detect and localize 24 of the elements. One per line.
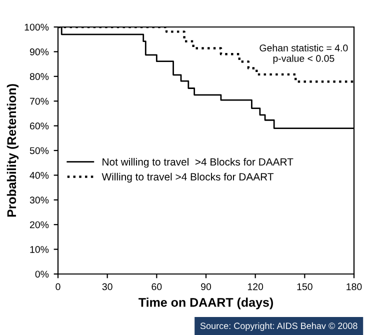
x-tick-label: 180 <box>346 283 362 290</box>
y-tick-label: 70% <box>30 98 49 105</box>
y-tick-label: 50% <box>30 147 49 154</box>
y-tick-label: 0% <box>35 270 49 278</box>
x-tick-label: 30 <box>102 283 112 290</box>
legend-label: Not willing to travel >4 Blocks for DAART <box>102 158 294 168</box>
source-note: Source: Copyright: AIDS Behav © 2008 <box>200 322 358 331</box>
y-tick-label: 100% <box>24 24 49 31</box>
y-tick-label: 80% <box>30 73 49 80</box>
annotation: Gehan statistic = 4.0 p-value < 0.05 <box>260 44 348 64</box>
x-tick-label: 150 <box>297 283 312 290</box>
x-tick-label: 90 <box>201 283 212 290</box>
y-tick-label: 30% <box>30 196 49 204</box>
x-tick-label: 60 <box>152 283 162 290</box>
y-tick-label: 20% <box>30 221 49 228</box>
x-axis-title: Time on DAART (days) <box>138 298 273 310</box>
x-tick-label: 0 <box>56 283 60 290</box>
x-tick-label: 120 <box>248 283 264 290</box>
y-tick-label: 10% <box>30 246 49 253</box>
y-axis-title: Probability (Retention) <box>6 84 19 217</box>
y-tick-label: 40% <box>30 172 49 179</box>
y-tick-label: 90% <box>30 48 49 56</box>
y-tick-label: 60% <box>30 122 49 130</box>
legend-label: Willing to travel >4 Blocks for DAART <box>102 172 274 183</box>
